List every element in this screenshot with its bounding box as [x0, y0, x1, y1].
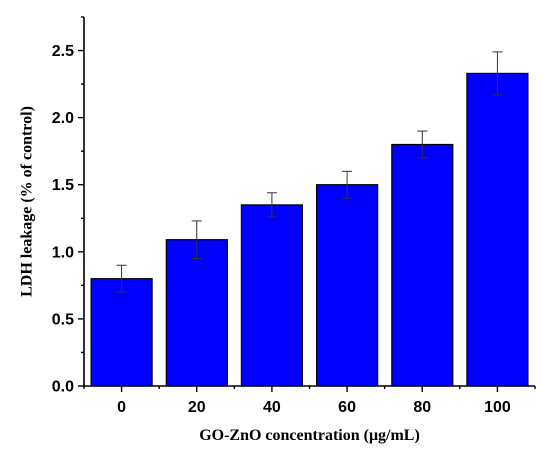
error-bar-40: [266, 192, 277, 218]
x-tick-label-40: 40: [263, 399, 281, 416]
y-ticks: 0.0 0.5 1.0 1.5 2.0 2.5: [52, 16, 84, 396]
bar-60: [316, 184, 379, 387]
y-tick-label-2.5: 2.5: [52, 43, 74, 60]
error-bar-80: [417, 130, 428, 159]
y-tick-label-0.0: 0.0: [52, 379, 74, 396]
x-tick-label-80: 80: [413, 399, 431, 416]
bar-20: [165, 239, 228, 387]
y-axis-title: LDH leakage (% of control): [19, 106, 36, 297]
x-tick-label-20: 20: [188, 399, 206, 416]
y-tick-label-2.0: 2.0: [52, 110, 74, 127]
y-tick-label-0.5: 0.5: [52, 311, 74, 328]
bar-80: [391, 143, 454, 387]
x-ticks: 0 20 40 60 80 100: [83, 386, 536, 416]
x-tick-label-60: 60: [338, 399, 356, 416]
y-tick-label-1.5: 1.5: [52, 177, 74, 194]
error-bars-layer: [116, 51, 503, 293]
x-tick-label-100: 100: [484, 399, 511, 416]
error-bar-20: [191, 220, 202, 260]
y-tick-label-1.0: 1.0: [52, 244, 74, 261]
error-bar-100: [492, 51, 503, 96]
bar-40: [240, 204, 303, 387]
x-tick-label-0: 0: [117, 399, 126, 416]
x-axis-title: GO-ZnO concentration (μg/mL): [199, 427, 420, 444]
bar-0: [90, 278, 153, 387]
error-bar-0: [116, 264, 127, 293]
error-bar-60: [342, 170, 353, 199]
bars-layer: [90, 72, 529, 387]
bar-100: [466, 72, 529, 387]
